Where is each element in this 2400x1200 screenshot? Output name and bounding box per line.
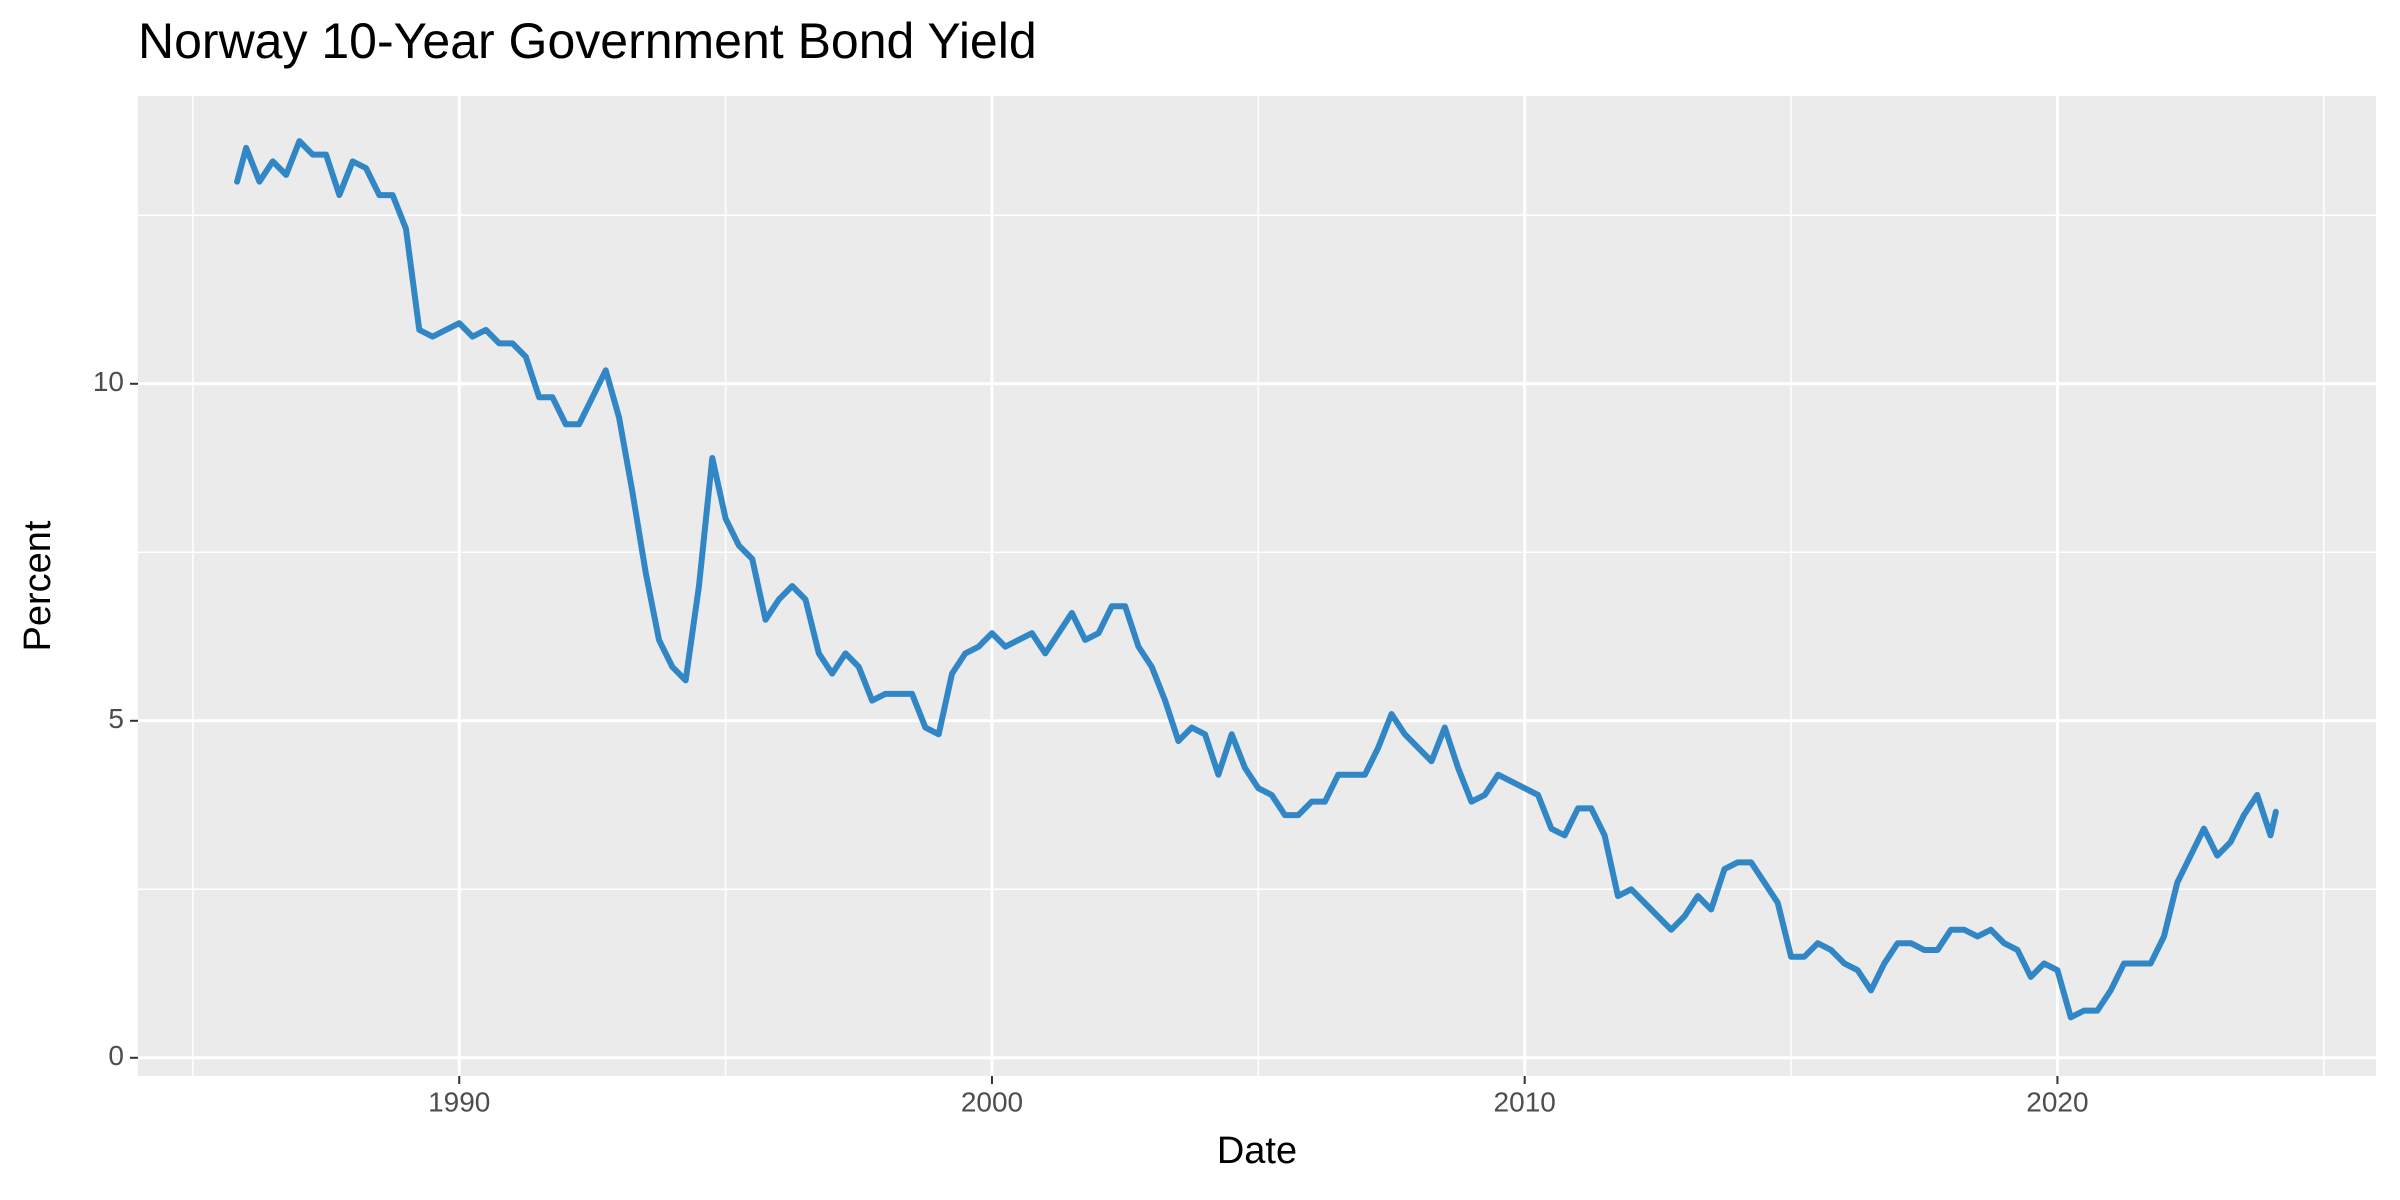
plot-background [138, 96, 2376, 1076]
x-tick-label: 1990 [428, 1086, 490, 1117]
y-tick-label: 5 [108, 703, 124, 734]
y-tick-label: 0 [108, 1040, 124, 1071]
chart-title: Norway 10-Year Government Bond Yield [138, 13, 1037, 69]
line [234, 138, 2279, 1021]
x-tick-label: 2010 [1494, 1086, 1556, 1117]
y-axis-title: Percent [17, 520, 59, 651]
x-axis-title: Date [1217, 1130, 1297, 1172]
x-tick-label: 2000 [961, 1086, 1023, 1117]
x-tick-label: 2020 [2026, 1086, 2088, 1117]
y-tick-label: 10 [93, 366, 124, 397]
